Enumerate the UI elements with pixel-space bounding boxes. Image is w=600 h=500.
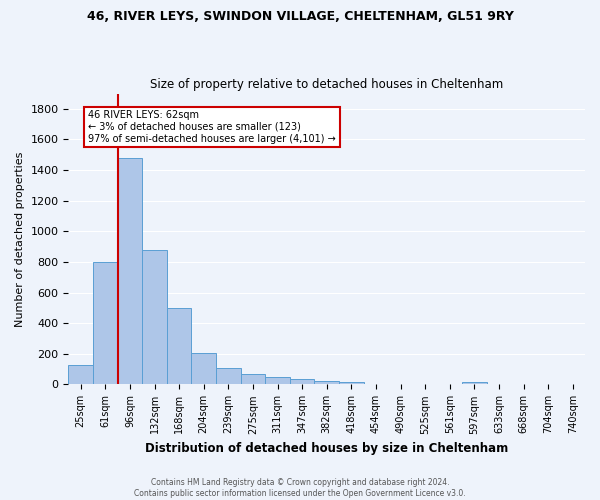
- Text: Contains HM Land Registry data © Crown copyright and database right 2024.
Contai: Contains HM Land Registry data © Crown c…: [134, 478, 466, 498]
- Bar: [462, 382, 487, 384]
- Text: 46 RIVER LEYS: 62sqm
← 3% of detached houses are smaller (123)
97% of semi-detac: 46 RIVER LEYS: 62sqm ← 3% of detached ho…: [88, 110, 336, 144]
- Bar: [142, 250, 167, 384]
- Bar: [191, 353, 216, 384]
- Bar: [167, 308, 191, 384]
- Bar: [216, 368, 241, 384]
- X-axis label: Distribution of detached houses by size in Cheltenham: Distribution of detached houses by size …: [145, 442, 508, 455]
- Y-axis label: Number of detached properties: Number of detached properties: [15, 152, 25, 326]
- Bar: [314, 382, 339, 384]
- Bar: [93, 262, 118, 384]
- Bar: [241, 374, 265, 384]
- Bar: [339, 382, 364, 384]
- Bar: [68, 364, 93, 384]
- Bar: [118, 158, 142, 384]
- Bar: [290, 380, 314, 384]
- Bar: [265, 377, 290, 384]
- Text: 46, RIVER LEYS, SWINDON VILLAGE, CHELTENHAM, GL51 9RY: 46, RIVER LEYS, SWINDON VILLAGE, CHELTEN…: [86, 10, 514, 23]
- Title: Size of property relative to detached houses in Cheltenham: Size of property relative to detached ho…: [150, 78, 503, 91]
